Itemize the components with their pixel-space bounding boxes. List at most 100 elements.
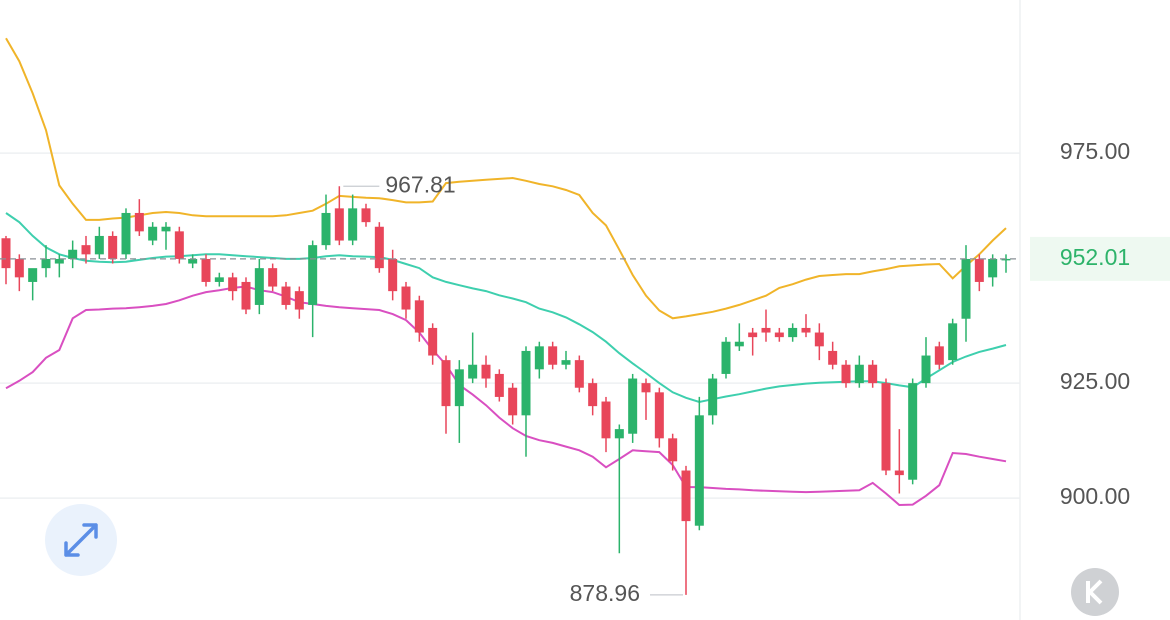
candle-body xyxy=(374,226,384,269)
candle-body xyxy=(574,360,584,388)
candle-body xyxy=(121,212,131,255)
candle xyxy=(654,387,664,448)
candle xyxy=(121,208,131,259)
candle-body xyxy=(548,346,558,365)
plot xyxy=(0,37,1020,595)
candle-body xyxy=(788,327,798,338)
candle-body xyxy=(614,429,624,439)
candle-body xyxy=(481,364,491,379)
candle-body xyxy=(308,245,318,305)
candle xyxy=(948,318,958,365)
expand-button[interactable] xyxy=(45,504,117,576)
candle xyxy=(454,360,464,443)
candle xyxy=(468,332,478,384)
candle xyxy=(268,263,278,292)
candle-body xyxy=(654,392,664,439)
candle xyxy=(788,323,798,342)
candle xyxy=(161,222,171,250)
candle-body xyxy=(681,470,691,522)
candle-body xyxy=(761,327,771,333)
candle-body xyxy=(348,208,358,241)
candle xyxy=(388,249,398,301)
y-tick-label: 925.00 xyxy=(1060,368,1130,394)
candle-body xyxy=(601,401,611,439)
candle xyxy=(881,378,891,476)
candle xyxy=(908,378,918,485)
candle xyxy=(414,295,424,342)
candle xyxy=(641,378,651,420)
candle xyxy=(628,373,638,443)
candle xyxy=(574,355,584,393)
last-price-bg xyxy=(1030,236,1170,281)
candle xyxy=(614,424,624,554)
candle xyxy=(1,235,11,285)
candle xyxy=(321,194,331,250)
candle xyxy=(214,272,224,287)
candle-body xyxy=(494,373,504,397)
candle xyxy=(508,383,518,425)
candle xyxy=(334,186,344,246)
candle-body xyxy=(908,383,918,480)
candle xyxy=(548,341,558,370)
candle xyxy=(974,254,984,292)
expand-icon xyxy=(64,523,98,557)
kline-button-bg xyxy=(1071,568,1119,616)
candle-body xyxy=(401,286,411,310)
candle-body xyxy=(921,355,931,384)
band-line xyxy=(5,212,1007,404)
candle-body xyxy=(988,258,998,278)
candle xyxy=(681,465,691,595)
candle xyxy=(108,231,118,264)
candle-body xyxy=(108,235,118,259)
candle-body xyxy=(801,327,811,333)
candle xyxy=(708,373,718,425)
candle-body xyxy=(241,281,251,310)
candle-body xyxy=(214,277,224,282)
candle-body xyxy=(961,258,971,319)
candle xyxy=(41,245,51,278)
candle xyxy=(828,341,838,370)
candle xyxy=(841,360,851,388)
candle xyxy=(521,346,531,457)
candle xyxy=(281,281,291,310)
max-label: 967.81 xyxy=(385,171,455,197)
candle xyxy=(241,277,251,315)
candle xyxy=(401,281,411,319)
kline-button[interactable] xyxy=(1071,568,1119,616)
last-price-label: 952.01 xyxy=(1060,244,1130,270)
candle xyxy=(1001,254,1011,273)
candle xyxy=(361,203,371,227)
candle-body xyxy=(854,364,864,384)
candle-body xyxy=(441,360,451,407)
candle xyxy=(534,341,544,379)
candle-body xyxy=(388,258,398,292)
candle-body xyxy=(881,383,891,471)
candle-body xyxy=(868,364,878,384)
candle-body xyxy=(81,245,91,255)
candle xyxy=(921,337,931,388)
candle xyxy=(801,314,811,338)
candle-body xyxy=(254,268,264,305)
candle xyxy=(188,254,198,269)
candle xyxy=(694,396,704,531)
candle xyxy=(14,254,24,292)
band-line xyxy=(5,37,1007,320)
candle xyxy=(774,327,784,342)
candle xyxy=(721,337,731,379)
candle-body xyxy=(41,258,51,269)
candle xyxy=(68,240,78,269)
candle-body xyxy=(948,323,958,361)
candle-body xyxy=(974,258,984,282)
candle-body xyxy=(641,383,651,393)
candle xyxy=(134,199,144,236)
candle xyxy=(374,222,384,273)
candle xyxy=(294,286,304,319)
candle xyxy=(961,245,971,342)
min-label: 878.96 xyxy=(570,580,640,606)
candle-body xyxy=(428,327,438,356)
candle xyxy=(734,323,744,351)
candle-body xyxy=(1,238,11,269)
candle-body xyxy=(934,346,944,365)
candle-body xyxy=(134,212,144,232)
